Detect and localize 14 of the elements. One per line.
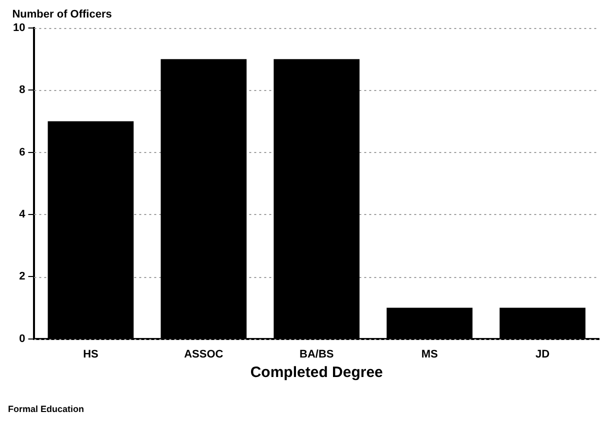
y-tick-label: 4 xyxy=(19,208,26,221)
y-tick-label: 10 xyxy=(12,22,26,34)
y-tick-label: 2 xyxy=(19,270,26,283)
x-tick-label: MS xyxy=(421,348,438,360)
x-tick-label: HS xyxy=(83,348,98,360)
y-tick-label: 0 xyxy=(19,332,26,345)
y-tick-label: 6 xyxy=(19,146,26,158)
y-tick-label: 8 xyxy=(19,84,26,96)
text: Formal Education xyxy=(8,404,84,414)
y-axis-title: Number of Officers xyxy=(12,8,112,21)
x-tick-label: BA/BS xyxy=(300,348,334,360)
x-tick-label: JD xyxy=(535,348,550,360)
x-tick-label: ASSOC xyxy=(184,348,224,360)
x-axis-title: Completed Degree xyxy=(250,364,383,382)
